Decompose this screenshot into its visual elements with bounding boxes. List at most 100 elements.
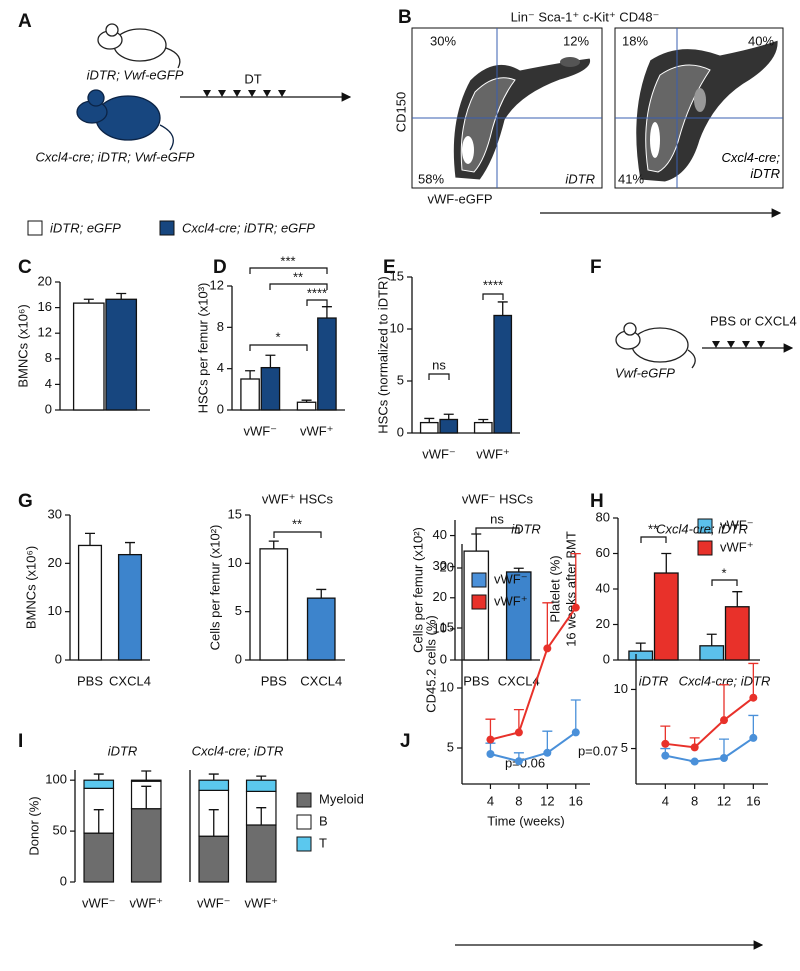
plot-name: Cxcl4-cre; iDTR [721,150,780,181]
error-bar [316,588,327,599]
data-point [543,644,552,653]
y-tick-label: 10 [614,681,628,696]
bar-segment [83,779,115,789]
error-bar [265,354,276,368]
chart-title: Cxcl4-cre; iDTR [656,521,748,536]
data-point [486,750,495,758]
bar-segment [198,779,230,791]
panel-label: C [18,257,32,278]
error-bar [719,684,729,721]
legend-label: iDTR; eGFP [50,220,121,235]
legend-label: vWF⁺ [494,593,528,608]
y-tick-label: 0 [60,873,67,888]
y-tick-label: 20 [38,273,52,288]
series-line [490,731,577,763]
y-tick-label: 20 [433,589,447,604]
error-bar [661,552,672,574]
data-point [690,743,699,752]
x-tick-label: CXCL4 [498,673,540,688]
y-tick-label: 10 [433,620,447,635]
significance-bracket [249,267,328,274]
treatment-label: PBS or CXCL4 [710,313,797,328]
genotype-label: iDTR; Vwf-eGFP [87,67,184,82]
data-point [690,757,699,766]
significance-bracket [428,373,450,380]
y-axis-label: CD45.2 cells (%) [423,615,438,713]
y-tick-label: 5 [447,739,454,754]
error-bar [635,642,646,652]
flow-ylabel: CD150 [393,92,408,132]
bar [72,302,105,411]
y-tick-label: 16 [38,299,52,314]
legend-label: B [319,813,328,828]
bar [259,548,289,661]
data-point [720,716,728,725]
annotation: **** [307,285,327,300]
y-tick-label: 0 [235,651,242,666]
bar [493,314,513,434]
y-tick-label: 0 [55,651,62,666]
legend-swatch [296,792,312,808]
error-bar [471,533,482,552]
bar-segment [130,808,162,883]
y-tick-label: 80 [596,509,610,524]
data-point [749,693,758,702]
panel-label: J [400,731,411,752]
annotation: **** [483,277,503,292]
bar [505,571,532,661]
error-bar [268,540,279,549]
panel-label: F [590,257,602,278]
y-tick-label: 15 [390,268,404,283]
error-bar [93,773,104,781]
error-bar [208,773,219,781]
bar-segment [83,832,115,883]
plot-name-box: Cxcl4-cre; iDTR [721,150,780,181]
legend-swatch [296,836,312,852]
series-line [665,737,754,763]
y-tick-label: 20 [48,555,62,570]
y-tick-label: 0 [603,651,610,666]
significance-bracket [482,293,504,300]
y-tick-label: 10 [440,679,454,694]
y-axis-label: Platelet (%) [547,555,562,622]
y-tick-label: 50 [53,823,67,838]
annotation: * [275,329,280,344]
y-tick-label: 20 [596,616,610,631]
error-bar [116,292,127,300]
x-tick-label: vWF⁻ [422,446,456,461]
y-tick-label: 60 [596,545,610,560]
significance-bracket [640,536,667,543]
error-bar [443,413,454,420]
legend-swatch [471,572,487,588]
annotation: ** [293,269,303,284]
x-tick-label: 8 [515,793,522,808]
flow-xlabel: vWF-eGFP [428,191,493,206]
bar [317,317,337,411]
error-bar [208,809,219,837]
y-tick-label: 15 [440,619,454,634]
x-tick-label: 16 [569,793,583,808]
significance-bracket [475,527,520,534]
injection-marks [203,90,286,97]
quadrant-value: 12% [563,33,589,48]
legend-label: vWF⁻ [720,517,754,532]
panel-label: I [18,731,23,752]
annotation: ** [648,521,658,536]
error-bar [706,633,717,646]
y-tick-label: 0 [397,424,404,439]
error-bar [245,370,256,379]
y-tick-label: 0 [45,401,52,416]
x-tick-label: PBS [463,673,489,688]
annotation: p=0.07 [578,743,618,758]
x-tick-label: vWF⁻ [197,895,231,910]
x-tick-label: CXCL4 [109,673,151,688]
error-bar [513,567,524,572]
series-line [490,607,577,741]
y-tick-label: 0 [217,401,224,416]
annotation: *** [280,253,295,268]
y-tick-label: 5 [621,740,628,755]
y-axis-label: BMNCs (x10⁶) [23,546,38,629]
bar [306,597,336,661]
y-axis-label: HSCs per femur (x10³) [195,283,210,414]
